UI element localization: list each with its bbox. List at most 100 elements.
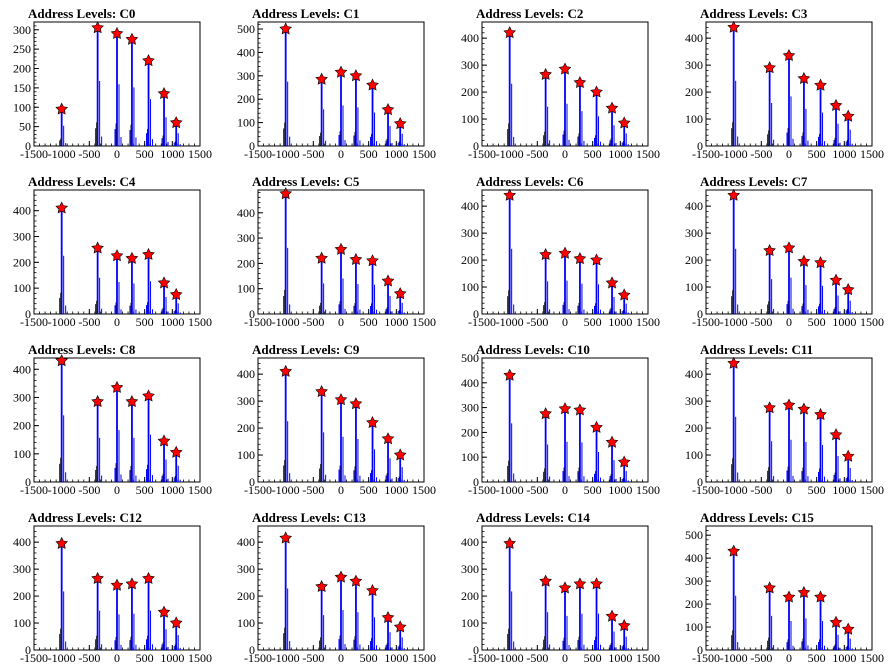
y-tick-label: 300 [685, 574, 703, 588]
x-tick-label: 500 [808, 315, 826, 329]
x-tick-label: -500 [78, 651, 100, 665]
peak-marker [797, 254, 811, 267]
y-tick-label: 100 [13, 447, 31, 461]
x-tick-label: -1500 [468, 315, 496, 329]
chart-title: Address Levels: C7 [700, 174, 808, 189]
peak-marker [617, 116, 631, 129]
chart-title: Address Levels: C1 [252, 6, 359, 21]
x-tick-label: -1000 [720, 147, 748, 161]
x-tick-label: -1000 [496, 315, 524, 329]
y-tick-label: 250 [13, 42, 31, 56]
x-tick-label: -1500 [692, 147, 720, 161]
peak-marker [573, 76, 587, 89]
x-tick-label: 1000 [832, 651, 856, 665]
y-tick-label: 200 [13, 62, 31, 76]
peak-marker [558, 402, 572, 415]
x-tick-label: 1000 [160, 147, 184, 161]
peak-marker [539, 407, 552, 420]
peak-marker [782, 590, 796, 603]
x-tick-label: 1000 [832, 147, 856, 161]
peak-marker [573, 577, 587, 590]
y-tick-label: 0 [473, 139, 479, 153]
peak-marker [763, 61, 776, 74]
x-tick-label: -1500 [692, 483, 720, 497]
peak-marker [142, 54, 155, 67]
peak-marker [605, 276, 619, 289]
y-tick-label: 400 [461, 376, 479, 390]
x-tick-label: -1000 [496, 483, 524, 497]
y-tick-label: 100 [685, 620, 703, 634]
peak-marker [125, 32, 139, 45]
chart-title: Address Levels: C6 [476, 174, 584, 189]
y-tick-label: 0 [25, 307, 31, 321]
x-tick-label: 500 [136, 315, 154, 329]
peak-marker [814, 256, 827, 269]
peak-marker [727, 20, 741, 33]
x-tick-label: -500 [526, 651, 548, 665]
x-tick-label: 500 [360, 651, 378, 665]
y-tick-label: 500 [461, 351, 479, 365]
x-tick-label: -1000 [48, 483, 76, 497]
peak-marker [315, 385, 328, 398]
peak-marker [334, 393, 348, 406]
x-tick-label: -500 [78, 483, 100, 497]
peak-marker [503, 536, 517, 549]
x-tick-label: 1500 [412, 147, 436, 161]
peak-marker [279, 22, 293, 35]
y-tick-label: 100 [13, 616, 31, 630]
x-tick-label: 1000 [608, 147, 632, 161]
x-tick-label: 500 [136, 651, 154, 665]
chart-title: Address Levels: C9 [252, 342, 360, 357]
x-tick-label: -500 [302, 651, 324, 665]
chart-title: Address Levels: C10 [476, 342, 590, 357]
peak-marker [590, 85, 603, 98]
y-tick-label: 200 [685, 85, 703, 99]
peak-marker [539, 248, 552, 261]
chart-title: Address Levels: C15 [700, 510, 814, 525]
peak-marker [381, 103, 395, 116]
y-tick-label: 300 [13, 230, 31, 244]
x-tick-label: 500 [360, 147, 378, 161]
y-tick-label: 300 [13, 23, 31, 37]
x-tick-label: 1000 [608, 651, 632, 665]
peak-marker [349, 252, 363, 265]
peak-marker [841, 283, 855, 296]
y-tick-label: 300 [461, 58, 479, 72]
x-tick-label: 1000 [608, 483, 632, 497]
y-tick-label: 200 [685, 421, 703, 435]
x-tick-label: 1500 [636, 651, 660, 665]
peak-marker [349, 397, 363, 410]
peak-marker [334, 570, 348, 583]
peak-marker [829, 98, 843, 111]
x-tick-label: 1000 [384, 147, 408, 161]
peak-marker [381, 611, 395, 624]
y-tick-label: 300 [237, 231, 255, 245]
y-tick-label: 500 [685, 528, 703, 542]
peak-marker [573, 403, 587, 416]
y-tick-label: 150 [13, 81, 31, 95]
peak-marker [110, 578, 124, 591]
peak-marker [279, 531, 293, 544]
peak-marker [125, 395, 139, 408]
x-tick-label: 0 [786, 315, 792, 329]
y-tick-label: 200 [461, 589, 479, 603]
x-tick-label: 1000 [832, 483, 856, 497]
peak-marker [617, 619, 631, 632]
x-tick-label: -1500 [468, 483, 496, 497]
peak-marker [157, 276, 171, 289]
peak-marker [157, 87, 171, 100]
x-tick-label: 1500 [188, 483, 212, 497]
x-tick-label: 1500 [636, 147, 660, 161]
y-tick-label: 0 [697, 307, 703, 321]
y-tick-label: 0 [473, 643, 479, 657]
y-tick-label: 100 [461, 112, 479, 126]
y-tick-label: 100 [461, 280, 479, 294]
x-tick-label: -1000 [48, 651, 76, 665]
y-tick-label: 0 [249, 475, 255, 489]
x-tick-label: -1000 [272, 483, 300, 497]
